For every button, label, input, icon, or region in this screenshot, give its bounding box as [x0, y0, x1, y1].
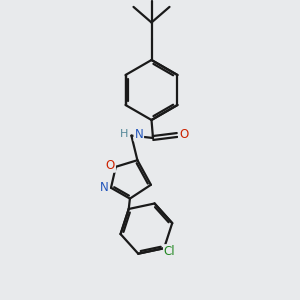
Text: O: O	[106, 159, 115, 172]
Text: Cl: Cl	[164, 245, 176, 258]
Text: N: N	[134, 128, 143, 141]
Text: O: O	[179, 128, 188, 142]
Text: H: H	[120, 129, 128, 139]
Text: N: N	[100, 181, 109, 194]
